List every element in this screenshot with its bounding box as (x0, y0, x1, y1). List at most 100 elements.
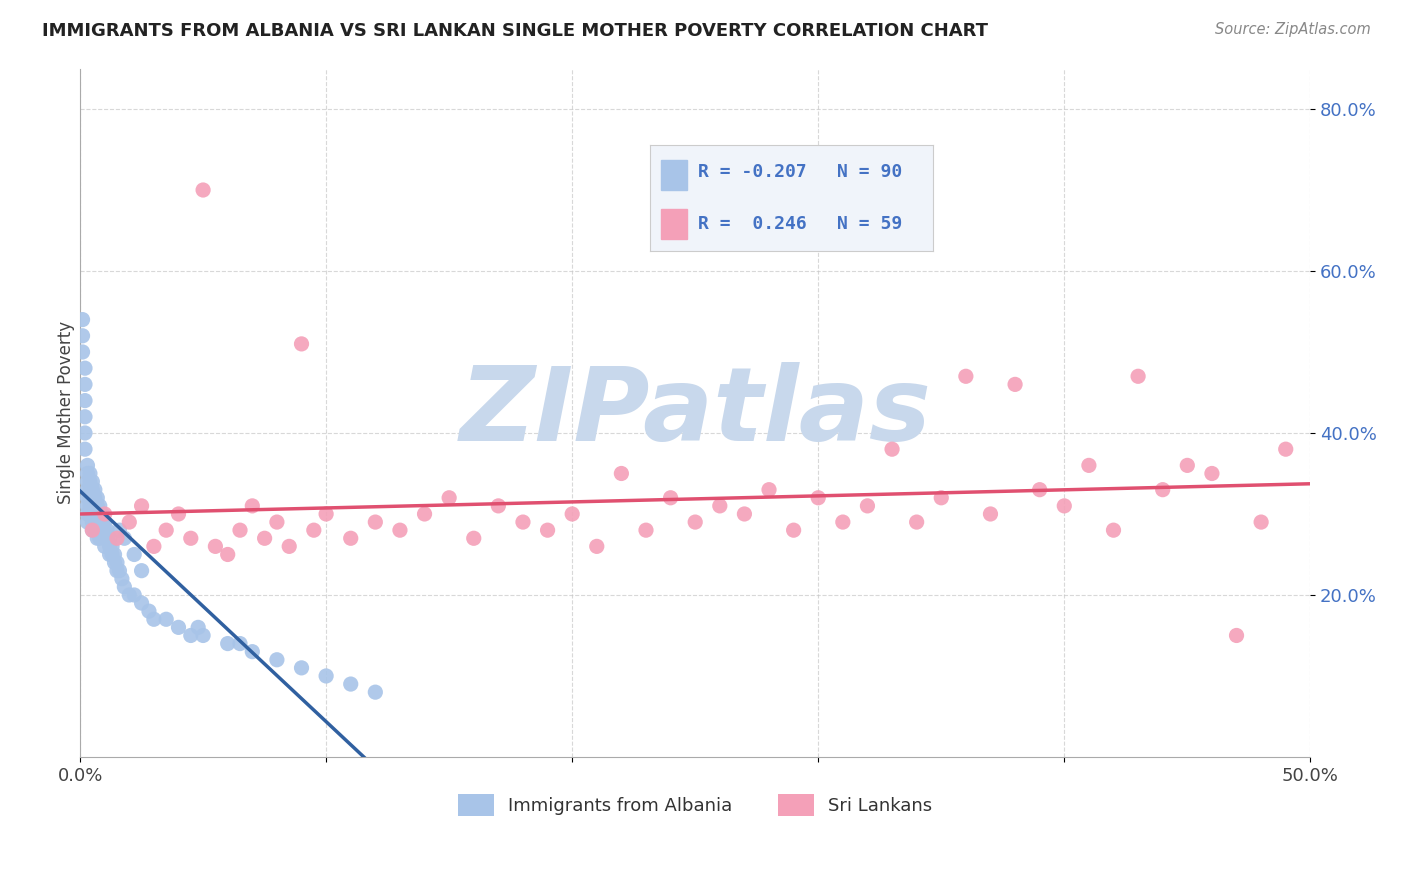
Point (105, 564, 128, 578)
Point (79, 499, 101, 513)
Point (138, 604, 160, 618)
Point (1077, 458, 1099, 473)
Point (955, 369, 977, 384)
Point (733, 507, 755, 521)
Point (1126, 369, 1149, 384)
Point (266, 653, 288, 667)
Point (180, 628, 202, 642)
Point (73, 361, 96, 376)
Point (83, 491, 105, 505)
Point (388, 523, 411, 537)
Point (1053, 499, 1076, 513)
Point (758, 483, 780, 497)
Point (79, 483, 101, 497)
Point (217, 548, 239, 562)
Point (96, 531, 118, 545)
Point (585, 540, 607, 554)
Point (122, 548, 145, 562)
Point (561, 507, 583, 521)
Point (111, 572, 134, 586)
Point (610, 467, 633, 481)
Text: R =  0.246: R = 0.246 (697, 215, 807, 233)
Bar (661, 160, 686, 189)
Point (89, 523, 111, 537)
Point (82, 523, 104, 537)
Point (1004, 377, 1026, 392)
Point (290, 337, 312, 351)
Point (856, 499, 879, 513)
Point (929, 491, 952, 505)
Point (76, 458, 98, 473)
Point (1028, 483, 1050, 497)
Point (486, 499, 509, 513)
Point (240, 499, 263, 513)
Point (155, 612, 177, 626)
Point (98, 548, 121, 562)
Point (96, 523, 118, 537)
Point (1250, 515, 1272, 529)
Text: R = -0.207: R = -0.207 (697, 163, 807, 181)
Point (131, 596, 153, 610)
Point (217, 636, 239, 650)
Point (101, 540, 124, 554)
Point (167, 507, 190, 521)
Point (86, 531, 108, 545)
Point (142, 612, 165, 626)
Point (93, 523, 115, 537)
Point (86, 507, 108, 521)
Point (413, 507, 436, 521)
Point (82, 499, 104, 513)
Point (93, 531, 115, 545)
Point (463, 531, 485, 545)
Point (831, 515, 853, 529)
Point (204, 540, 226, 554)
Point (72, 312, 94, 326)
Point (82, 507, 104, 521)
Point (131, 564, 153, 578)
Point (512, 515, 534, 529)
Point (187, 620, 209, 634)
Point (1152, 483, 1174, 497)
Point (82, 515, 104, 529)
Point (86, 523, 108, 537)
Point (880, 442, 903, 457)
Point (83, 515, 105, 529)
Point (76, 499, 98, 513)
Point (89, 507, 111, 521)
Point (302, 523, 325, 537)
Point (98, 540, 121, 554)
Point (72, 328, 94, 343)
Point (93, 540, 115, 554)
Point (83, 483, 105, 497)
Point (437, 491, 460, 505)
Point (315, 669, 337, 683)
Point (76, 491, 98, 505)
Point (683, 515, 706, 529)
Point (73, 425, 96, 440)
Point (191, 628, 214, 642)
Point (266, 515, 288, 529)
Point (105, 531, 128, 545)
Point (229, 636, 252, 650)
Text: ZIPatlas: ZIPatlas (460, 362, 931, 463)
Point (979, 507, 1001, 521)
Point (1102, 523, 1125, 537)
Point (91, 515, 114, 529)
Point (83, 499, 105, 513)
Point (108, 523, 131, 537)
Point (131, 499, 153, 513)
Point (76, 475, 98, 489)
Point (93, 507, 115, 521)
Point (103, 548, 125, 562)
Point (79, 467, 101, 481)
Point (79, 491, 101, 505)
Point (82, 491, 104, 505)
Point (76, 515, 98, 529)
Point (339, 677, 361, 691)
Point (101, 548, 124, 562)
Point (91, 523, 114, 537)
Point (105, 556, 128, 570)
Point (79, 507, 101, 521)
Point (76, 483, 98, 497)
Point (72, 345, 94, 359)
